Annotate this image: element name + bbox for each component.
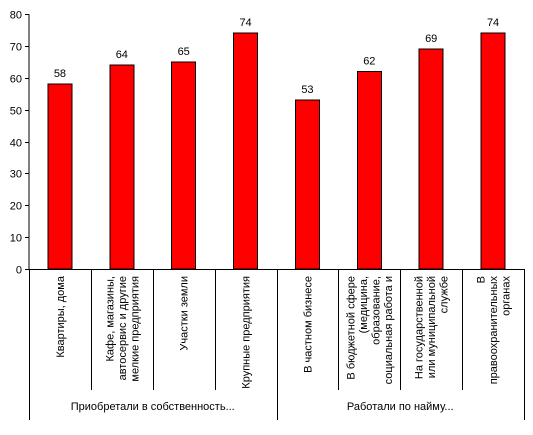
category-labels: Квартиры, дома Кафе, магазины,автосервис … bbox=[55, 275, 513, 389]
bar bbox=[356, 70, 382, 270]
bar bbox=[480, 32, 506, 270]
category-label: Крупные предприятия bbox=[241, 276, 253, 389]
bar bbox=[109, 64, 135, 270]
bar-value-label: 62 bbox=[363, 55, 375, 67]
y-tick-label: 70 bbox=[10, 42, 22, 54]
category-label-line: органах bbox=[501, 276, 513, 316]
bar-value-label: 58 bbox=[54, 68, 66, 80]
category-label-line: (медицина, bbox=[358, 276, 370, 333]
category-label-line: Крупные предприятия bbox=[241, 276, 253, 389]
y-tick-label: 0 bbox=[16, 265, 22, 277]
category-label-line: автосервис и другие bbox=[117, 276, 129, 380]
category-label-line: Участки земли bbox=[179, 276, 191, 351]
category-label: Вправоохранительныхорганах bbox=[476, 276, 513, 385]
category-label: Квартиры, дома bbox=[55, 275, 67, 358]
bar bbox=[294, 99, 320, 270]
y-tick-label: 40 bbox=[10, 138, 22, 150]
category-label-line: Квартиры, дома bbox=[55, 275, 67, 358]
bar bbox=[418, 48, 444, 270]
bar-value-label: 69 bbox=[425, 33, 437, 45]
bar-value-label: 53 bbox=[301, 84, 313, 96]
category-label: На государственнойили муниципальнойслужб… bbox=[414, 276, 451, 379]
y-tick-label: 30 bbox=[10, 169, 22, 181]
category-label-line: социальная работа и bbox=[383, 276, 395, 384]
group-labels: Приобретали в собственность... Работали п… bbox=[71, 401, 454, 413]
y-tick-label: 60 bbox=[10, 74, 22, 86]
category-label-line: Кафе, магазины, bbox=[104, 276, 116, 361]
bar-value-label: 65 bbox=[178, 46, 190, 58]
bar bbox=[171, 61, 197, 270]
bar-value-label: 74 bbox=[487, 17, 499, 29]
category-label: Кафе, магазины,автосервис и другиемелкие… bbox=[104, 276, 141, 382]
y-tick-label: 20 bbox=[10, 201, 22, 213]
bars bbox=[47, 32, 506, 270]
category-label-line: правоохранительных bbox=[488, 276, 500, 385]
category-label-line: образование, bbox=[371, 276, 383, 345]
y-axis: 0 10 20 30 40 50 60 70 80 bbox=[10, 10, 30, 277]
bar-value-label: 74 bbox=[239, 17, 251, 29]
x-axis bbox=[29, 269, 525, 420]
bar-value-label: 64 bbox=[116, 49, 128, 61]
category-label: В частном бизнесе bbox=[302, 276, 314, 373]
group-label: Работали по найму... bbox=[347, 401, 454, 413]
y-tick-label: 80 bbox=[10, 10, 22, 22]
y-tick-label: 10 bbox=[10, 233, 22, 245]
group-label: Приобретали в собственность... bbox=[71, 401, 235, 413]
category-label: Участки земли bbox=[179, 276, 191, 351]
category-label-line: службе bbox=[439, 276, 451, 313]
bar bbox=[47, 83, 73, 270]
category-label-line: На государственной bbox=[414, 276, 426, 379]
category-label-line: В частном бизнесе bbox=[302, 276, 314, 373]
bar bbox=[233, 32, 259, 270]
value-labels: 58 64 65 74 53 62 69 74 bbox=[54, 17, 499, 96]
category-label-line: В bbox=[476, 276, 488, 283]
category-label: В бюджетной сфере(медицина,образование,с… bbox=[346, 276, 396, 384]
category-label-line: мелкие предприятия bbox=[129, 276, 141, 382]
category-label-line: В бюджетной сфере bbox=[346, 276, 358, 380]
y-tick-label: 50 bbox=[10, 106, 22, 118]
category-label-line: или муниципальной bbox=[426, 276, 438, 378]
